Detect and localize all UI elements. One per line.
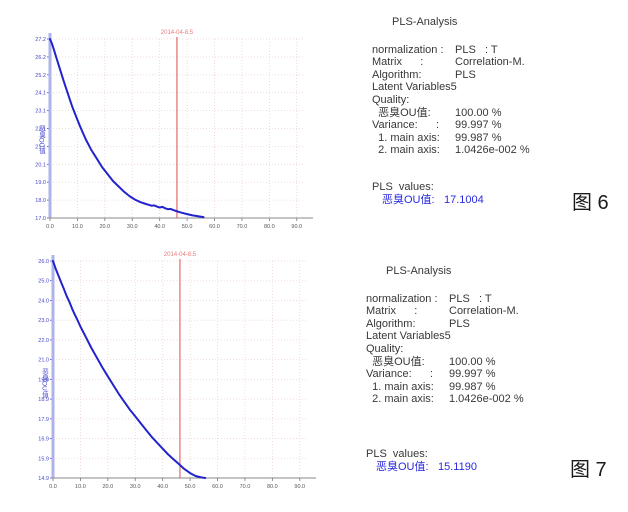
y-tick-label: 15.9 [38,456,49,462]
pls-result: 恶臭OU值: 15.1190 [376,461,606,474]
x-tick-label: 10.0 [72,224,83,230]
y-tick-label: 14.9 [38,476,49,482]
y-tick-label: 24.1 [35,91,46,97]
y-tick-label: 16.9 [38,437,49,443]
analysis-parameters: normalization : PLS : T Matrix : Correlatio… [372,44,612,157]
y-tick-label: 18.0 [35,198,46,204]
figure-7-caption: 图 7 [570,459,607,481]
x-tick-label: 0.0 [49,484,57,490]
parameter-row: 1. main axis: 99.987 % [372,131,502,144]
parameter-row: Algorithm: PLS [372,68,476,81]
y-tick-label: 23.1 [35,109,46,115]
parameter-row: Latent Variables5 [366,330,451,343]
x-tick-label: 60.0 [212,484,223,490]
y-tick-label: 17.9 [38,417,49,423]
parameter-row: 恶臭OU值: 100.00 % [372,106,502,119]
pls-result: 恶臭OU值: 17.1004 [382,194,612,207]
parameter-row: 2. main axis: 1.0426e-002 % [372,144,530,157]
x-tick-label: 30.0 [127,224,138,230]
parameter-row: Latent Variables5 [372,81,457,94]
y-tick-label: 18.9 [38,397,49,403]
parameter-row: Variance: :99.997 % [372,119,502,132]
x-tick-label: 70.0 [237,224,248,230]
pls-values-heading: PLS values: [366,447,428,460]
y-tick-label: 23.0 [38,318,49,324]
y-axis-title: 恶臭OU值 [38,124,46,155]
y-tick-label: 26.0 [38,259,49,265]
result-label: 恶臭OU值: [382,193,435,206]
eigenvalue-curve [52,260,207,479]
result-value: 17.1004 [444,193,484,206]
parameter-row: normalization : PLS : T [366,292,492,305]
pls-analysis-panel-fig6: PLS-Analysis normalization : PLS : T Matri… [372,16,612,206]
result-label: 恶臭OU值: [376,460,429,473]
x-tick-label: 40.0 [154,224,165,230]
y-tick-label: 26.2 [35,55,46,61]
x-tick-label: 40.0 [157,484,168,490]
pls-eigenvalue-chart-fig6: 0.0 10.0 20.0 30.0 40.0 50.0 60.0 70.0 80.0 90.0 2… [35,30,313,230]
x-tick-label: 0.0 [46,224,54,230]
x-tick-label: 90.0 [291,224,302,230]
result-value: 15.1190 [438,460,477,473]
y-tick-label: 17.0 [35,216,46,222]
y-tick-label: 25.2 [35,73,46,79]
x-tick-label: 20.0 [99,224,110,230]
x-tick-label: 80.0 [264,224,275,230]
x-tick-label: 50.0 [185,484,196,490]
x-tick-label: 90.0 [294,484,305,490]
y-axis-title: 恶臭OU值 [41,368,49,399]
y-tick-label: 21.1 [35,144,46,150]
panel-title: PLS-Analysis [392,16,458,28]
y-tick-label: 20.1 [35,162,46,168]
parameter-row: 恶臭OU值: 100.00 % [366,355,496,368]
pls-analysis-panel-fig7: PLS-Analysis normalization : PLS : T Matri… [366,265,606,473]
y-tick-label: 25.0 [38,279,49,285]
parameter-row: Quality: [366,342,404,355]
x-tick-label: 10.0 [75,484,86,490]
analysis-parameters: normalization : PLS : T Matrix : Correlatio… [366,293,606,406]
x-tick-label: 30.0 [130,484,141,490]
y-tick-label: 27.2 [35,37,46,43]
pls-values-heading: PLS values: [372,180,434,193]
figure-6-caption: 图 6 [572,192,609,214]
panel-title: PLS-Analysis [386,265,452,277]
y-tick-label: 21.0 [38,358,49,364]
parameter-row: Variance: :99.997 % [366,368,496,381]
y-tick-label: 24.0 [38,298,49,304]
y-tick-label: 22.1 [35,127,46,133]
x-tick-label: 70.0 [240,484,251,490]
parameter-row: Algorithm: PLS [366,317,470,330]
y-tick-label: 19.9 [38,377,49,383]
parameter-row: 2. main axis: 1.0426e-002 % [366,393,524,406]
x-tick-label: 60.0 [209,224,220,230]
y-tick-label: 22.0 [38,338,49,344]
x-tick-label: 80.0 [267,484,278,490]
x-tick-label: 50.0 [182,224,193,230]
time-marker-label: 2014-04-8.5 [161,30,194,36]
parameter-row: normalization : PLS : T [372,43,498,56]
parameter-row: Quality: [372,93,410,106]
time-marker-label: 2014-04-8.5 [164,252,197,258]
y-tick-label: 19.0 [35,180,46,186]
parameter-row: Matrix : Correlation-M. [366,305,519,318]
eigenvalue-curve [49,38,205,219]
x-tick-label: 20.0 [102,484,113,490]
parameter-row: Matrix : Correlation-M. [372,56,525,69]
pls-eigenvalue-chart-fig7: 0.0 10.0 20.0 30.0 40.0 50.0 60.0 70.0 80.0 90.0 2… [38,252,316,490]
parameter-row: 1. main axis: 99.987 % [366,380,496,393]
